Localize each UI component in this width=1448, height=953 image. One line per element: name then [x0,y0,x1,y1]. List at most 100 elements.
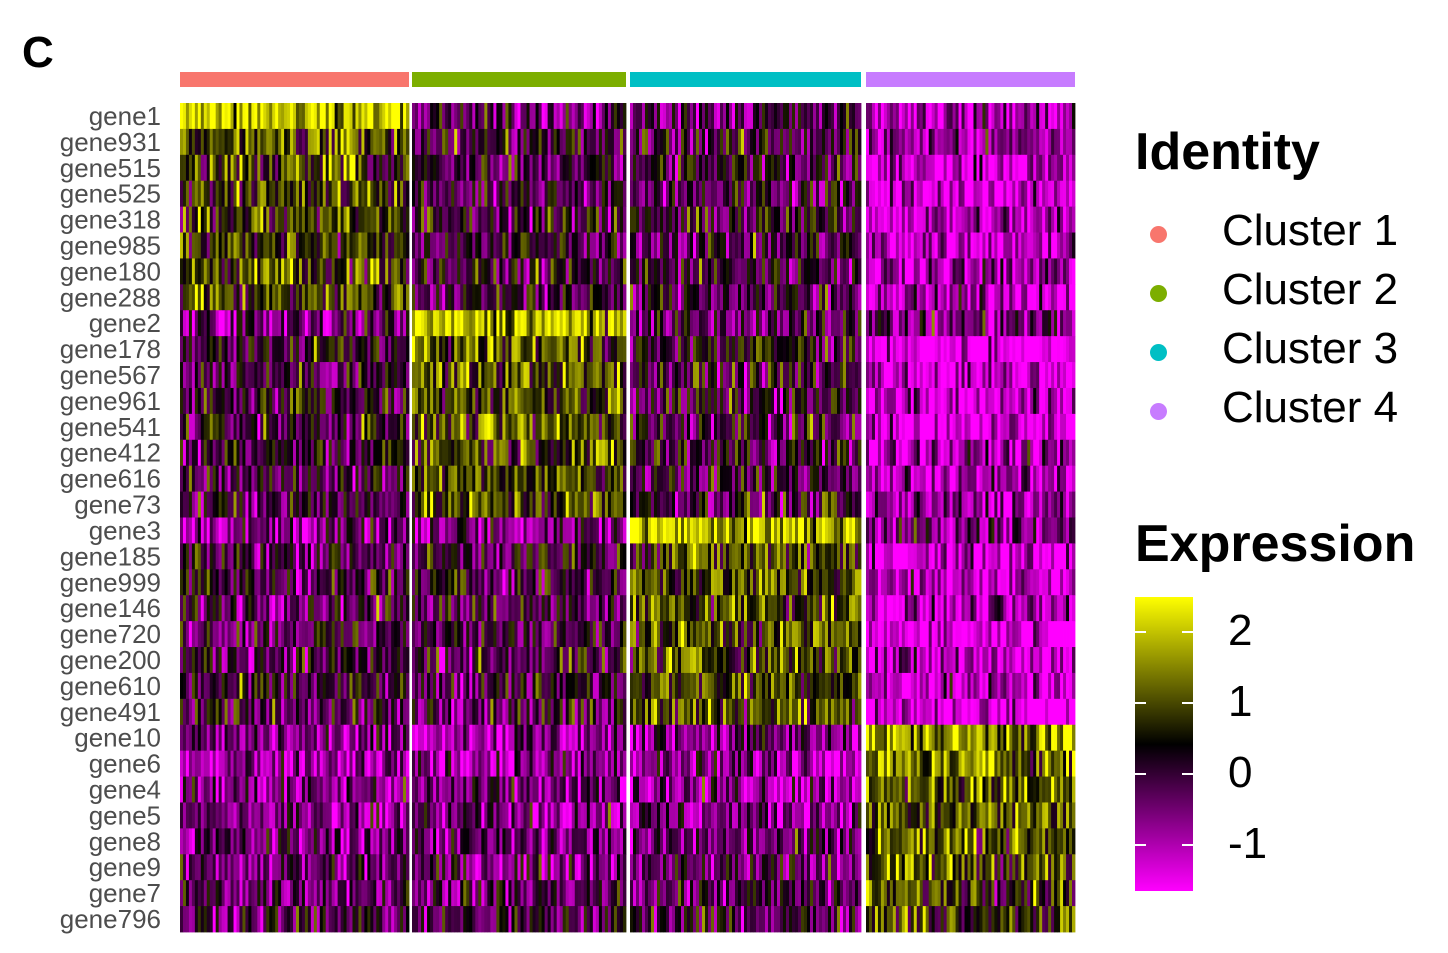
heatmap-cell [472,491,476,518]
heatmap-cell [227,154,231,182]
heatmap-cell [457,284,461,311]
heatmap-cell [269,128,273,156]
heatmap-cell [307,517,312,544]
heatmap-cell [203,517,208,544]
heatmap-cell [266,387,270,415]
heatmap-cell [547,802,552,829]
heatmap-cell [284,362,288,389]
heatmap-cell [215,750,220,777]
heatmap-cell [589,854,594,881]
heatmap-cell [622,595,627,622]
heatmap-cell [454,621,458,648]
heatmap-cell [481,724,485,752]
heatmap-cell [463,672,467,700]
heatmap-cell [439,672,443,700]
heatmap-cell [472,621,476,648]
heatmap-cell [502,647,506,674]
heatmap-cell [191,310,196,337]
heatmap-cell [484,517,488,544]
heatmap-cell [517,362,521,389]
heatmap-cell [188,569,193,596]
heatmap-cell [415,336,419,363]
heatmap-cell [284,491,288,518]
heatmap-cell [316,569,321,596]
heatmap-cell [355,906,359,933]
heatmap-cell [281,128,285,156]
heatmap-cell [604,284,609,311]
heatmap-cell [514,621,518,648]
heatmap-cell [394,880,398,907]
heatmap-cell [248,413,252,441]
heatmap-cell [472,128,476,156]
heatmap-cell [278,336,282,363]
heatmap-cell [601,154,606,182]
heatmap-cell [421,517,425,544]
heatmap-cell [484,284,488,311]
heatmap-cell [535,258,539,285]
heatmap-cell [514,284,518,311]
heatmap-cell [595,336,600,363]
heatmap-cell [535,232,539,259]
heatmap-cell [508,310,512,337]
heatmap-cell [397,310,401,337]
heatmap-cell [445,284,449,311]
heatmap-cell [266,828,270,855]
heatmap-cell [406,336,410,363]
heatmap-cell [415,103,419,130]
heatmap-cell [577,491,582,518]
heatmap-cell [604,491,609,518]
heatmap-cell [601,465,606,492]
heatmap-cell [592,439,597,467]
heatmap-cell [568,387,573,415]
heatmap-cell [484,672,488,700]
heatmap-cell [448,103,452,130]
heatmap-cell [236,698,240,726]
heatmap-cell [454,776,458,803]
heatmap-cell [580,232,585,259]
heatmap-cell [394,284,398,311]
heatmap-cell [574,776,579,803]
heatmap-cell [412,180,416,208]
heatmap-cell [514,906,518,933]
heatmap-cell [481,413,485,441]
heatmap-cell [415,698,419,726]
heatmap-cell [439,491,443,518]
heatmap-cell [565,906,570,933]
heatmap-cell [765,128,769,156]
heatmap-cell [254,724,258,752]
heatmap-cell [571,854,576,881]
heatmap-cell [421,724,425,752]
heatmap-cell [616,698,621,726]
heatmap-cell [281,750,285,777]
heatmap-cell [355,672,359,700]
heatmap-cell [313,621,318,648]
heatmap-cell [290,647,294,674]
heatmap-cell [577,595,582,622]
heatmap-cell [322,180,327,208]
heatmap-cell [301,828,306,855]
heatmap-cell [427,258,431,285]
heatmap-cell [254,310,258,337]
heatmap-cell [334,128,339,156]
heatmap-cell [502,362,506,389]
heatmap-cell [266,621,270,648]
heatmap-cell [580,543,585,570]
heatmap-cell [613,413,618,441]
heatmap-cell [490,128,494,156]
heatmap-cell [293,362,297,389]
heatmap-cell [349,206,353,233]
heatmap-cell [556,750,561,777]
heatmap-cell [245,698,249,726]
heatmap-cell [388,854,392,881]
heatmap-cell [224,310,228,337]
heatmap-cell [574,647,579,674]
heatmap-cell [230,906,234,933]
heatmap-cell [472,698,476,726]
heatmap-cell [550,362,555,389]
heatmap-cell [322,491,327,518]
heatmap-cell [233,310,237,337]
heatmap-cell [819,128,823,156]
heatmap-cell [484,465,488,492]
heatmap-cell [547,491,552,518]
heatmap-cell [433,569,437,596]
